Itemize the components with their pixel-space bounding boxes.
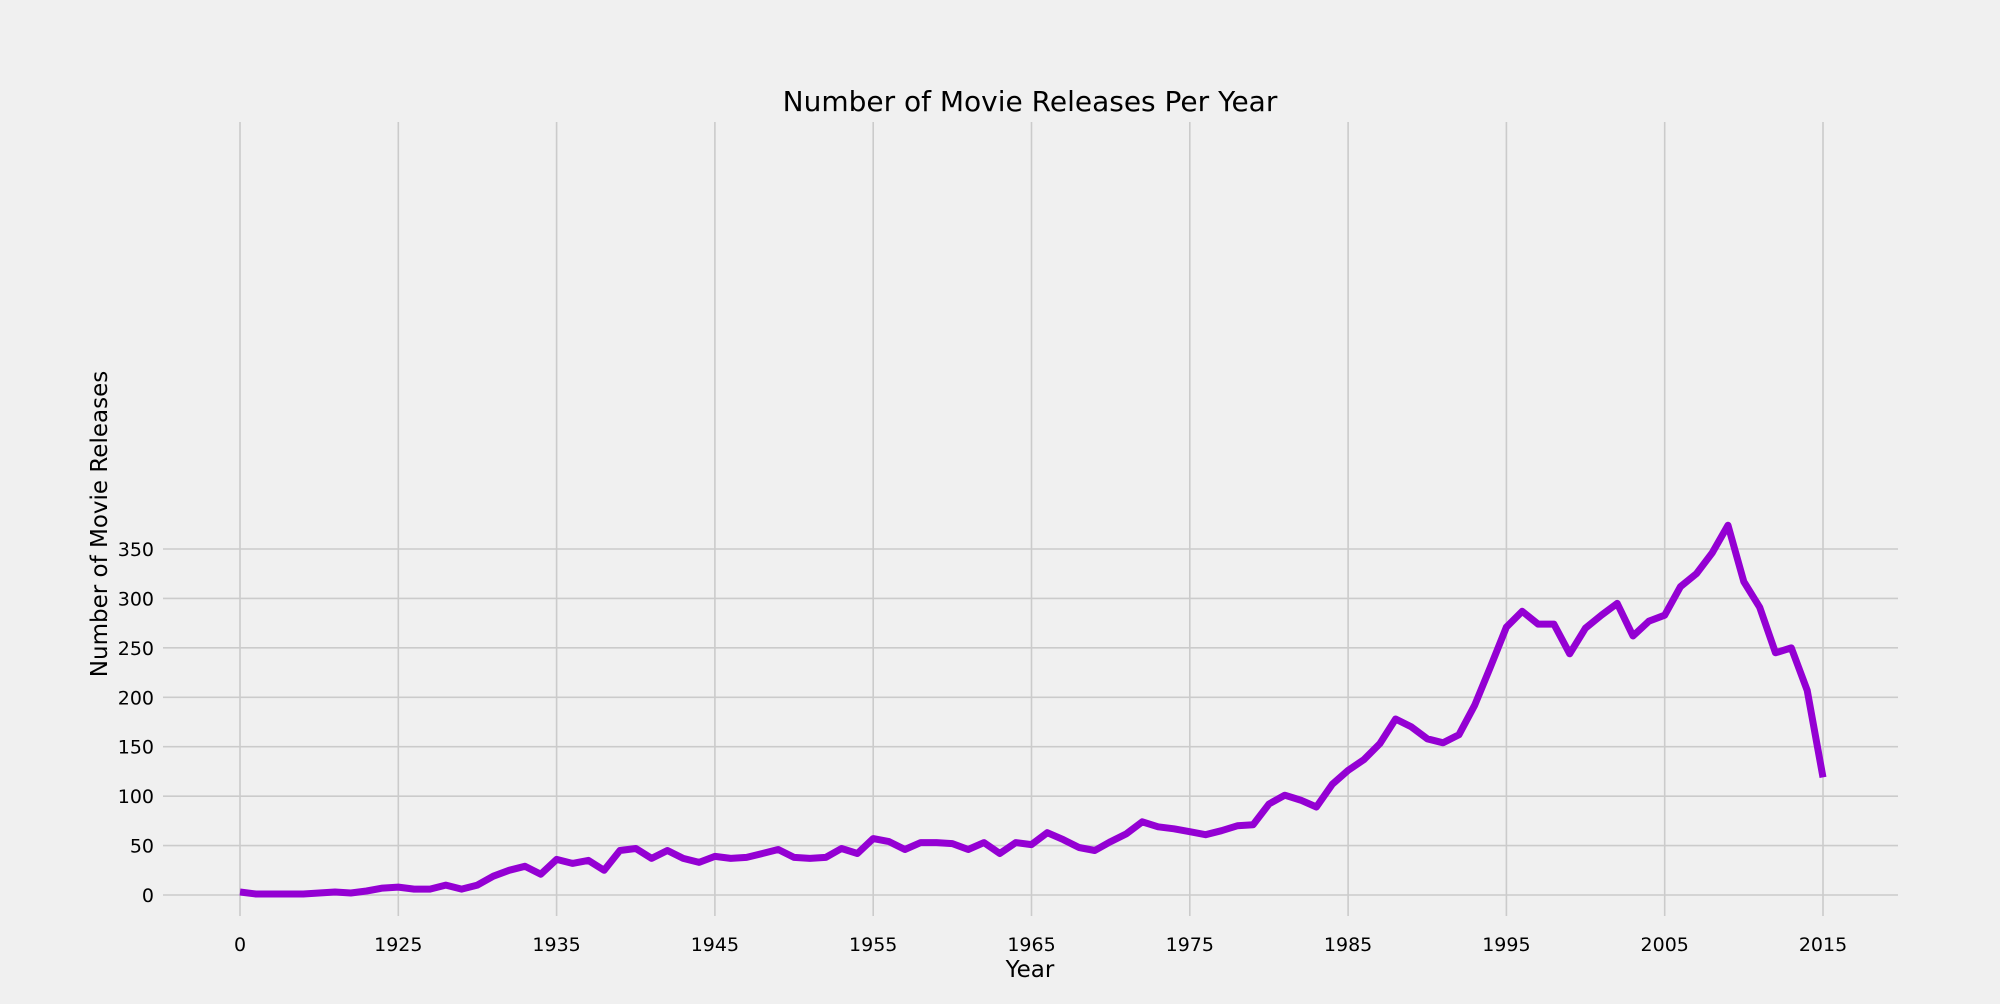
grid-lines xyxy=(163,122,1898,916)
x-axis-label: Year xyxy=(1005,957,1055,983)
y-tick-label: 0 xyxy=(142,885,154,907)
x-tick-label: 1975 xyxy=(1166,934,1214,956)
y-tick-label: 200 xyxy=(118,687,154,709)
x-tick-label: 1955 xyxy=(849,934,897,956)
y-axis-ticks: 0 50 100 150 200 250 300 350 xyxy=(118,539,154,907)
x-tick-label: 1935 xyxy=(532,934,580,956)
x-tick-label: 1925 xyxy=(374,934,422,956)
y-axis-label: Number of Movie Releases xyxy=(87,371,113,677)
data-series xyxy=(239,521,1827,898)
x-tick-label: 2015 xyxy=(1799,934,1847,956)
x-tick-label: 1965 xyxy=(1007,934,1055,956)
y-tick-label: 250 xyxy=(118,638,154,660)
series-line xyxy=(239,521,1827,898)
x-axis-ticks: 0 1925 1935 1945 1955 1965 1975 1985 1995 2005 201… xyxy=(234,934,1847,956)
y-tick-label: 150 xyxy=(118,737,154,759)
x-tick-label: 2005 xyxy=(1641,934,1689,956)
y-tick-label: 50 xyxy=(130,836,154,858)
x-tick-label: 0 xyxy=(234,934,246,956)
x-tick-label: 1945 xyxy=(691,934,739,956)
y-tick-label: 300 xyxy=(118,588,154,610)
chart-title: Number of Movie Releases Per Year xyxy=(783,85,1278,118)
x-tick-label: 1985 xyxy=(1324,934,1372,956)
y-tick-label: 100 xyxy=(118,786,154,808)
x-tick-label: 1995 xyxy=(1482,934,1530,956)
y-tick-label: 350 xyxy=(118,539,154,561)
